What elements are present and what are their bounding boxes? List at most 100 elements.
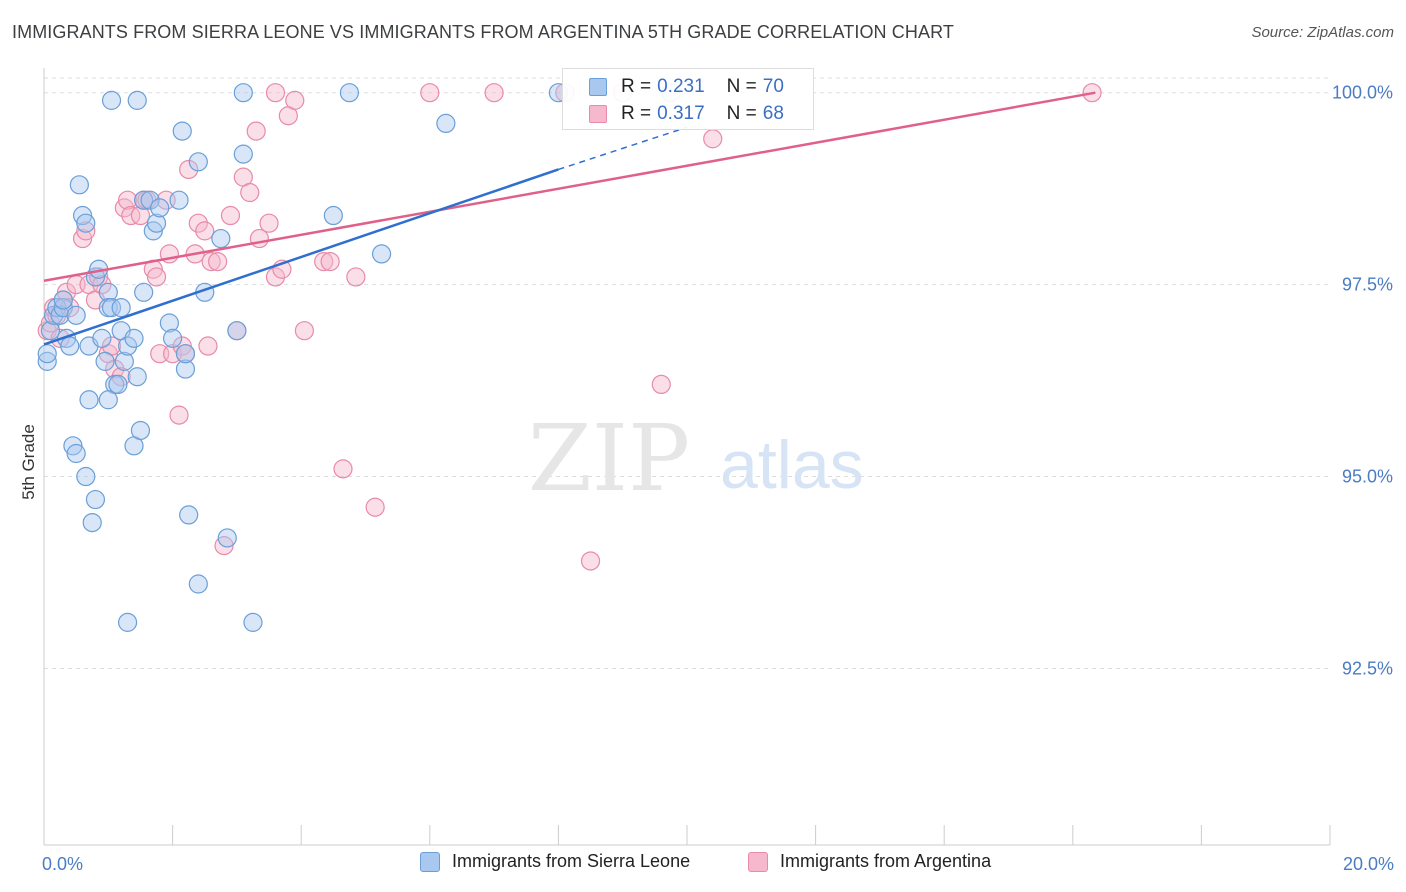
point-sierra-leone xyxy=(98,390,118,410)
point-sierra-leone xyxy=(140,190,160,210)
point-sierra-leone xyxy=(243,612,263,632)
points-sierra-leone xyxy=(37,83,681,632)
point-argentina xyxy=(179,159,199,180)
point-sierra-leone xyxy=(60,336,80,356)
point-sierra-leone xyxy=(108,374,128,395)
point-sierra-leone xyxy=(188,152,208,172)
source-credit: Source: ZipAtlas.com xyxy=(1251,24,1394,41)
point-sierra-leone xyxy=(117,336,138,356)
y-axis-label: 5th Grade xyxy=(19,424,38,500)
y-tick-label: 95.0% xyxy=(1342,467,1393,487)
point-argentina xyxy=(314,251,334,272)
axis-layer: 100.0% 97.5% 95.0% 92.5% 0.0% 20.0% xyxy=(42,68,1394,874)
point-sierra-leone xyxy=(339,83,360,103)
point-sierra-leone xyxy=(134,282,154,302)
point-sierra-leone xyxy=(85,489,106,510)
point-argentina xyxy=(285,90,305,110)
point-argentina xyxy=(703,129,723,149)
point-argentina xyxy=(169,405,189,425)
legend-n-value: 68 xyxy=(762,103,784,124)
watermark-zip: ZIP xyxy=(528,405,690,512)
point-sierra-leone xyxy=(63,436,83,456)
point-sierra-leone xyxy=(72,205,93,226)
point-sierra-leone xyxy=(163,328,183,348)
point-sierra-leone xyxy=(111,298,131,318)
watermark: ZIP atlas xyxy=(528,405,864,512)
point-sierra-leone xyxy=(101,90,122,110)
point-sierra-leone xyxy=(436,113,456,134)
legend-n-label: N = xyxy=(726,76,757,97)
point-sierra-leone xyxy=(127,367,147,387)
point-sierra-leone xyxy=(95,351,115,371)
point-sierra-leone xyxy=(82,512,102,533)
point-sierra-leone xyxy=(227,321,247,341)
point-sierra-leone xyxy=(98,282,118,302)
point-argentina xyxy=(121,205,141,226)
legend-r-label: R = xyxy=(621,103,652,124)
point-argentina xyxy=(146,267,167,287)
point-sierra-leone xyxy=(76,466,96,487)
point-argentina xyxy=(320,251,340,272)
y-tick-label: 97.5% xyxy=(1342,275,1393,295)
point-sierra-leone xyxy=(56,328,77,348)
point-sierra-leone xyxy=(323,205,343,226)
point-sierra-leone xyxy=(146,213,167,233)
legend-item-sierra-leone: Immigrants from Sierra Leone xyxy=(420,851,690,872)
legend-label-sierra-leone: Immigrants from Sierra Leone xyxy=(452,851,691,871)
point-sierra-leone xyxy=(159,313,179,333)
point-argentina xyxy=(265,267,286,287)
point-argentina xyxy=(346,267,366,287)
legend-r-value: 0.231 xyxy=(657,76,705,97)
point-sierra-leone xyxy=(175,344,196,364)
y-tick-label: 92.5% xyxy=(1342,658,1393,678)
chart-title: IMMIGRANTS FROM SIERRA LEONE VS IMMIGRAN… xyxy=(12,22,954,42)
point-argentina xyxy=(111,367,131,387)
point-sierra-leone xyxy=(179,505,199,525)
point-argentina xyxy=(420,83,440,103)
point-argentina xyxy=(117,190,138,210)
point-argentina xyxy=(105,359,125,379)
point-argentina xyxy=(246,121,266,141)
x-tick-label: 20.0% xyxy=(1343,854,1394,874)
point-sierra-leone xyxy=(371,244,392,264)
point-sierra-leone xyxy=(69,175,89,195)
point-sierra-leone xyxy=(233,83,253,103)
point-sierra-leone xyxy=(47,298,67,318)
point-sierra-leone xyxy=(150,198,170,218)
point-argentina xyxy=(220,205,241,226)
point-sierra-leone xyxy=(172,121,192,141)
point-argentina xyxy=(240,182,260,203)
point-sierra-leone xyxy=(40,321,61,341)
point-argentina xyxy=(651,374,671,395)
point-argentina xyxy=(580,551,601,571)
point-sierra-leone xyxy=(79,390,99,410)
point-sierra-leone xyxy=(37,351,57,371)
point-sierra-leone xyxy=(127,90,147,110)
point-argentina xyxy=(114,198,134,218)
point-sierra-leone xyxy=(124,328,144,348)
point-sierra-leone xyxy=(53,290,73,310)
point-argentina xyxy=(92,275,112,295)
point-argentina xyxy=(195,221,215,241)
legend-label-argentina: Immigrants from Argentina xyxy=(780,851,992,871)
legend-item-argentina: Immigrants from Argentina xyxy=(748,851,991,872)
point-sierra-leone xyxy=(233,144,253,164)
point-argentina xyxy=(76,221,96,241)
point-sierra-leone xyxy=(217,528,237,548)
point-sierra-leone xyxy=(143,221,163,241)
legend-swatch-blue xyxy=(589,78,607,96)
point-sierra-leone xyxy=(114,351,134,371)
point-sierra-leone xyxy=(175,359,196,379)
point-argentina xyxy=(249,228,270,249)
point-argentina xyxy=(198,336,218,356)
point-argentina xyxy=(259,213,279,233)
point-argentina xyxy=(172,336,192,356)
point-sierra-leone xyxy=(101,298,122,318)
point-sierra-leone xyxy=(37,344,57,364)
point-argentina xyxy=(214,536,234,556)
legend-n-value: 70 xyxy=(762,76,784,97)
point-sierra-leone xyxy=(92,328,112,348)
point-argentina xyxy=(265,83,286,103)
point-argentina xyxy=(333,459,353,479)
